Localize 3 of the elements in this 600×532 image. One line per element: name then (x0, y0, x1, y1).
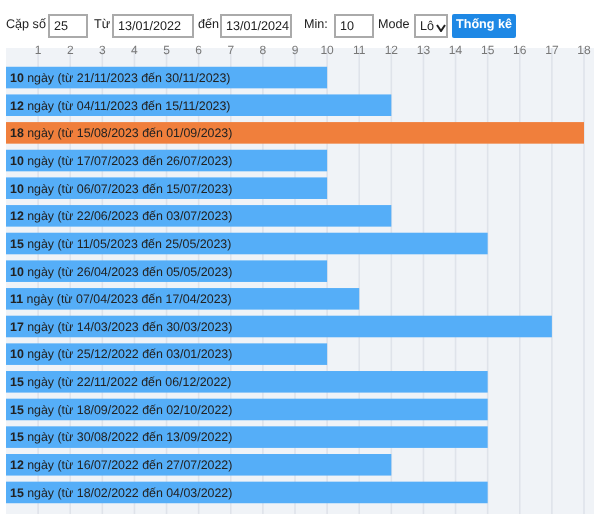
bar (6, 122, 584, 144)
bar (6, 426, 488, 448)
bar (6, 371, 488, 393)
